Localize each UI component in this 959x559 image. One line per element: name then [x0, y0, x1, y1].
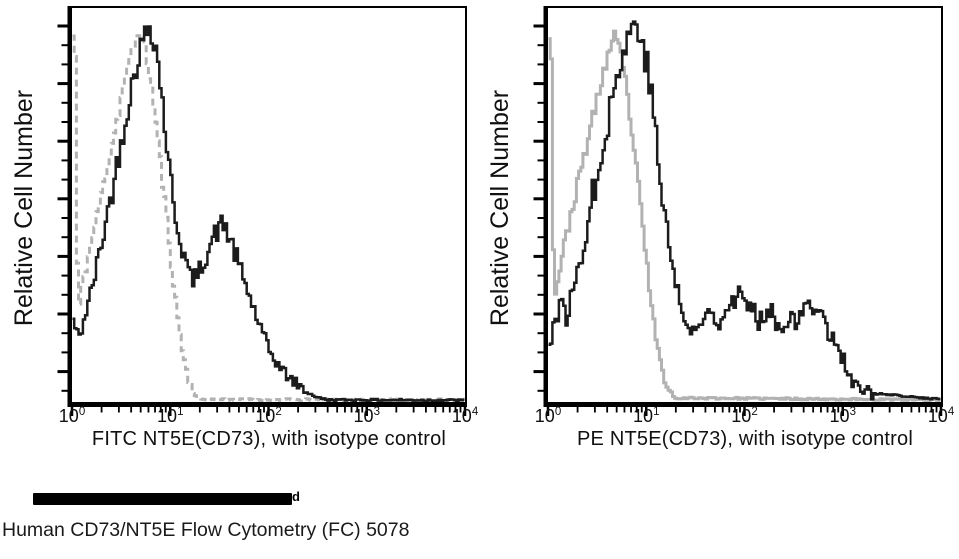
- histogram-plots: [57, 6, 943, 416]
- series-cd73-pe-stain: [548, 20, 941, 401]
- x-tick-label: 104: [451, 406, 479, 426]
- series-cd73-fitc-stain: [72, 25, 465, 402]
- x-tick-label: 103: [829, 406, 856, 426]
- x-tick-label: 101: [633, 406, 660, 426]
- x-tick-label: 102: [255, 406, 282, 426]
- x-tick-label: 100: [58, 406, 86, 426]
- x-tick-label: 102: [731, 406, 758, 426]
- x-tick-label: 104: [927, 406, 955, 426]
- redacted-text-visible-end: d: [292, 489, 300, 504]
- y-axis-label-left: Relative Cell Number: [10, 89, 38, 327]
- x-tick-label: 103: [353, 406, 380, 426]
- x-axis-title-left: FITC NT5E(CD73), with isotype control: [91, 428, 447, 450]
- redacted-text-bar: [33, 493, 292, 505]
- caption-text: Human CD73/NT5E Flow Cytometry (FC) 5078: [2, 519, 410, 541]
- x-tick-label: 100: [534, 406, 562, 426]
- series-isotype-control: [548, 29, 941, 402]
- y-axis-label-right: Relative Cell Number: [486, 89, 514, 327]
- x-tick-label: 101: [157, 406, 184, 426]
- x-axis-title-right: PE NT5E(CD73), with isotype control: [576, 428, 914, 450]
